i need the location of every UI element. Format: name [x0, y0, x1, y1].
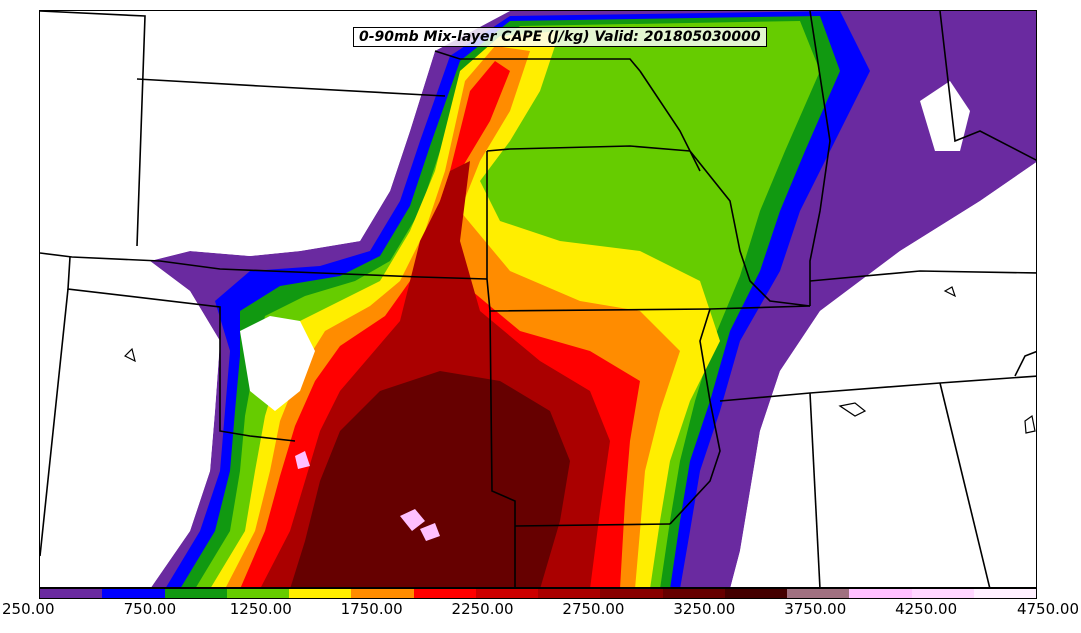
colorbar-segment	[102, 589, 165, 598]
lake-shore-2	[1024, 414, 1036, 434]
colorbar-tick-label: 3250.00	[673, 600, 736, 618]
colorbar-segment	[351, 589, 414, 598]
state-line-11	[669, 308, 721, 525]
colorbar-tick-label: 1250.00	[229, 600, 292, 618]
colorbar-segment	[289, 589, 352, 598]
cape-gap-southwest	[40, 261, 220, 587]
state-line-4	[67, 256, 296, 442]
colorbar-segment	[849, 589, 912, 598]
state-line-1	[40, 11, 146, 247]
state-line-13	[809, 11, 831, 306]
cape-contour-max	[295, 451, 440, 541]
map-title: 0-90mb Mix-layer CAPE (J/kg) Valid: 2018…	[353, 27, 767, 47]
colorbar-segment	[226, 589, 289, 598]
state-line-14	[809, 270, 1036, 282]
state-line-5	[40, 288, 69, 557]
colorbar	[39, 588, 1037, 599]
state-line-17	[939, 382, 991, 587]
lake-shore-3	[943, 286, 957, 298]
colorbar-segment	[911, 589, 974, 598]
colorbar-tick-label: 2750.00	[562, 600, 625, 618]
state-boundaries	[40, 11, 1036, 587]
state-line-3	[136, 78, 446, 97]
state-line-2	[40, 252, 488, 280]
colorbar-tick-label: 4250.00	[895, 600, 958, 618]
colorbar-ticks: 250.00 750.00 1250.00 1750.00 2250.00 2750.00…	[0, 600, 1081, 626]
cape-contours	[40, 11, 1036, 587]
colorbar-segment	[538, 589, 601, 598]
colorbar-tick-label: 4750.00	[1016, 600, 1079, 618]
colorbar-segment	[164, 589, 227, 598]
lake-shore-1	[838, 402, 867, 417]
state-line-16	[809, 392, 821, 587]
colorbar-segment	[413, 589, 476, 598]
colorbar-segment	[40, 589, 103, 598]
lake-shore-4	[123, 347, 136, 363]
coastline	[123, 286, 1036, 434]
state-line-18	[939, 11, 1036, 161]
colorbar-tick-label: 2250.00	[451, 600, 514, 618]
state-line-19	[1014, 350, 1036, 377]
colorbar-segment	[475, 589, 538, 598]
cape-gap-northeast	[920, 81, 970, 151]
state-line-6	[434, 50, 641, 72]
state-line-12	[639, 70, 811, 307]
colorbar-tick-label: 1750.00	[340, 600, 403, 618]
colorbar-segment	[787, 589, 850, 598]
state-line-9	[489, 310, 516, 587]
cape-map	[40, 11, 1036, 587]
colorbar-segment	[724, 589, 787, 598]
map-frame: 0-90mb Mix-layer CAPE (J/kg) Valid: 2018…	[39, 10, 1037, 588]
cape-gap-pocket	[240, 316, 315, 411]
cape-contour-maroon	[290, 371, 570, 587]
state-line-15	[719, 375, 1036, 402]
state-line-8	[486, 145, 691, 152]
colorbar-tick-label: 750.00	[123, 600, 177, 618]
state-line-10	[514, 523, 671, 527]
colorbar-tick-label: 250.00	[2, 600, 55, 618]
cape-gap-west	[40, 11, 440, 261]
colorbar-segment	[662, 589, 725, 598]
colorbar-tick-label: 3750.00	[784, 600, 847, 618]
cape-gap-east	[730, 162, 1036, 587]
colorbar-segment	[973, 589, 1036, 598]
colorbar-segment	[600, 589, 663, 598]
